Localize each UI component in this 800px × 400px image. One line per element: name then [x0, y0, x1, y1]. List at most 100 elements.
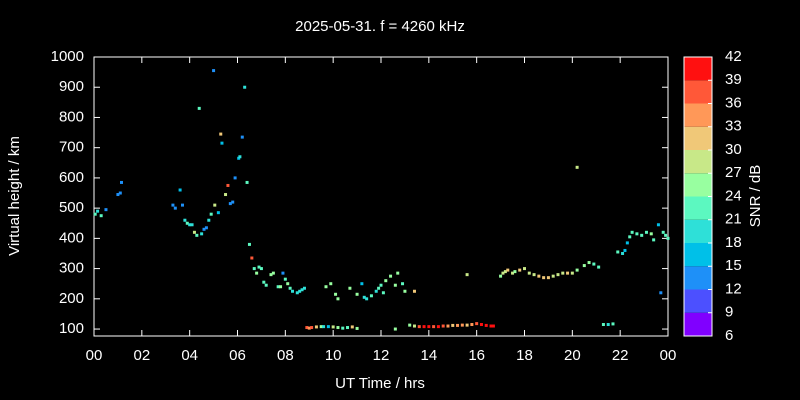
colorbar-segment — [684, 150, 712, 174]
colorbar-segment — [684, 196, 712, 220]
point — [204, 226, 208, 230]
y-tick-label: 900 — [59, 78, 84, 95]
point — [295, 291, 299, 295]
point — [489, 324, 493, 328]
point — [269, 273, 273, 277]
x-tick-label: 02 — [133, 347, 150, 364]
point — [305, 326, 309, 330]
point — [470, 323, 474, 327]
point — [252, 267, 256, 271]
x-tick-label: 10 — [325, 347, 342, 364]
x-tick-label: 18 — [516, 347, 533, 364]
point — [197, 106, 201, 110]
colorbar-segment — [684, 266, 712, 290]
point — [412, 289, 416, 293]
point — [570, 271, 574, 275]
point — [436, 325, 440, 329]
point — [171, 203, 175, 207]
point — [324, 285, 328, 289]
x-tick-label: 20 — [564, 347, 581, 364]
point — [319, 325, 323, 329]
point — [460, 323, 464, 327]
point — [118, 191, 122, 195]
colorbar-tick-label: 18 — [725, 234, 742, 251]
point — [628, 235, 632, 239]
point — [566, 271, 570, 275]
point — [513, 270, 517, 274]
point — [644, 230, 648, 234]
colorbar-segment — [684, 57, 712, 81]
point — [250, 256, 254, 260]
point — [501, 271, 505, 275]
colorbar-tick-label: 33 — [725, 118, 742, 135]
point — [195, 233, 199, 237]
point — [623, 248, 627, 252]
point — [207, 218, 211, 222]
point — [331, 325, 335, 329]
point — [381, 291, 385, 295]
point — [245, 180, 249, 184]
point — [365, 297, 369, 301]
point — [592, 262, 596, 266]
colorbar-segment — [684, 126, 712, 150]
point — [281, 271, 285, 275]
x-tick-label: 00 — [86, 347, 103, 364]
point — [213, 203, 217, 207]
point — [666, 236, 670, 240]
point — [310, 326, 314, 330]
point — [587, 261, 591, 265]
colorbar-tick-label: 12 — [725, 280, 742, 297]
point — [561, 271, 565, 275]
point — [499, 274, 503, 278]
point — [451, 323, 455, 327]
point — [228, 202, 232, 206]
colorbar-segment — [684, 103, 712, 127]
point — [656, 223, 660, 227]
colorbar-tick-label: 24 — [725, 187, 742, 204]
point — [465, 323, 469, 327]
point — [276, 285, 280, 289]
point — [582, 264, 586, 268]
colorbar-segment — [684, 173, 712, 197]
chart-title: 2025-05-31. f = 4260 kHz — [295, 18, 465, 35]
point — [625, 241, 629, 245]
point — [393, 327, 397, 331]
colorbar-tick-label: 36 — [725, 94, 742, 111]
point — [257, 265, 261, 269]
point — [393, 283, 397, 287]
point — [635, 232, 639, 236]
point — [314, 325, 318, 329]
point — [374, 289, 378, 293]
point — [190, 223, 194, 227]
point — [422, 325, 426, 329]
point — [302, 286, 306, 290]
y-axis-label: Virtual height / km — [6, 136, 23, 256]
colorbar-tick-label: 21 — [725, 211, 742, 228]
point — [611, 322, 615, 326]
point — [661, 230, 665, 234]
point — [238, 155, 242, 159]
colorbar-tick-label: 39 — [725, 71, 742, 88]
point — [546, 276, 550, 280]
point — [475, 322, 479, 326]
colorbar-tick-label: 6 — [725, 327, 733, 344]
point — [551, 274, 555, 278]
point — [264, 283, 268, 287]
point — [401, 282, 405, 286]
colorbar-tick-label: 15 — [725, 257, 742, 274]
point — [369, 294, 373, 298]
point — [649, 232, 653, 236]
point — [220, 141, 224, 145]
x-tick-label: 14 — [420, 347, 437, 364]
point — [379, 283, 383, 287]
colorbar-tick-label: 30 — [725, 141, 742, 158]
point — [432, 325, 436, 329]
point — [417, 325, 421, 329]
point — [99, 214, 103, 218]
point — [446, 324, 450, 328]
point — [279, 285, 283, 289]
point — [341, 326, 345, 330]
point — [575, 165, 579, 169]
y-tick-label: 600 — [59, 169, 84, 186]
point — [334, 292, 338, 296]
